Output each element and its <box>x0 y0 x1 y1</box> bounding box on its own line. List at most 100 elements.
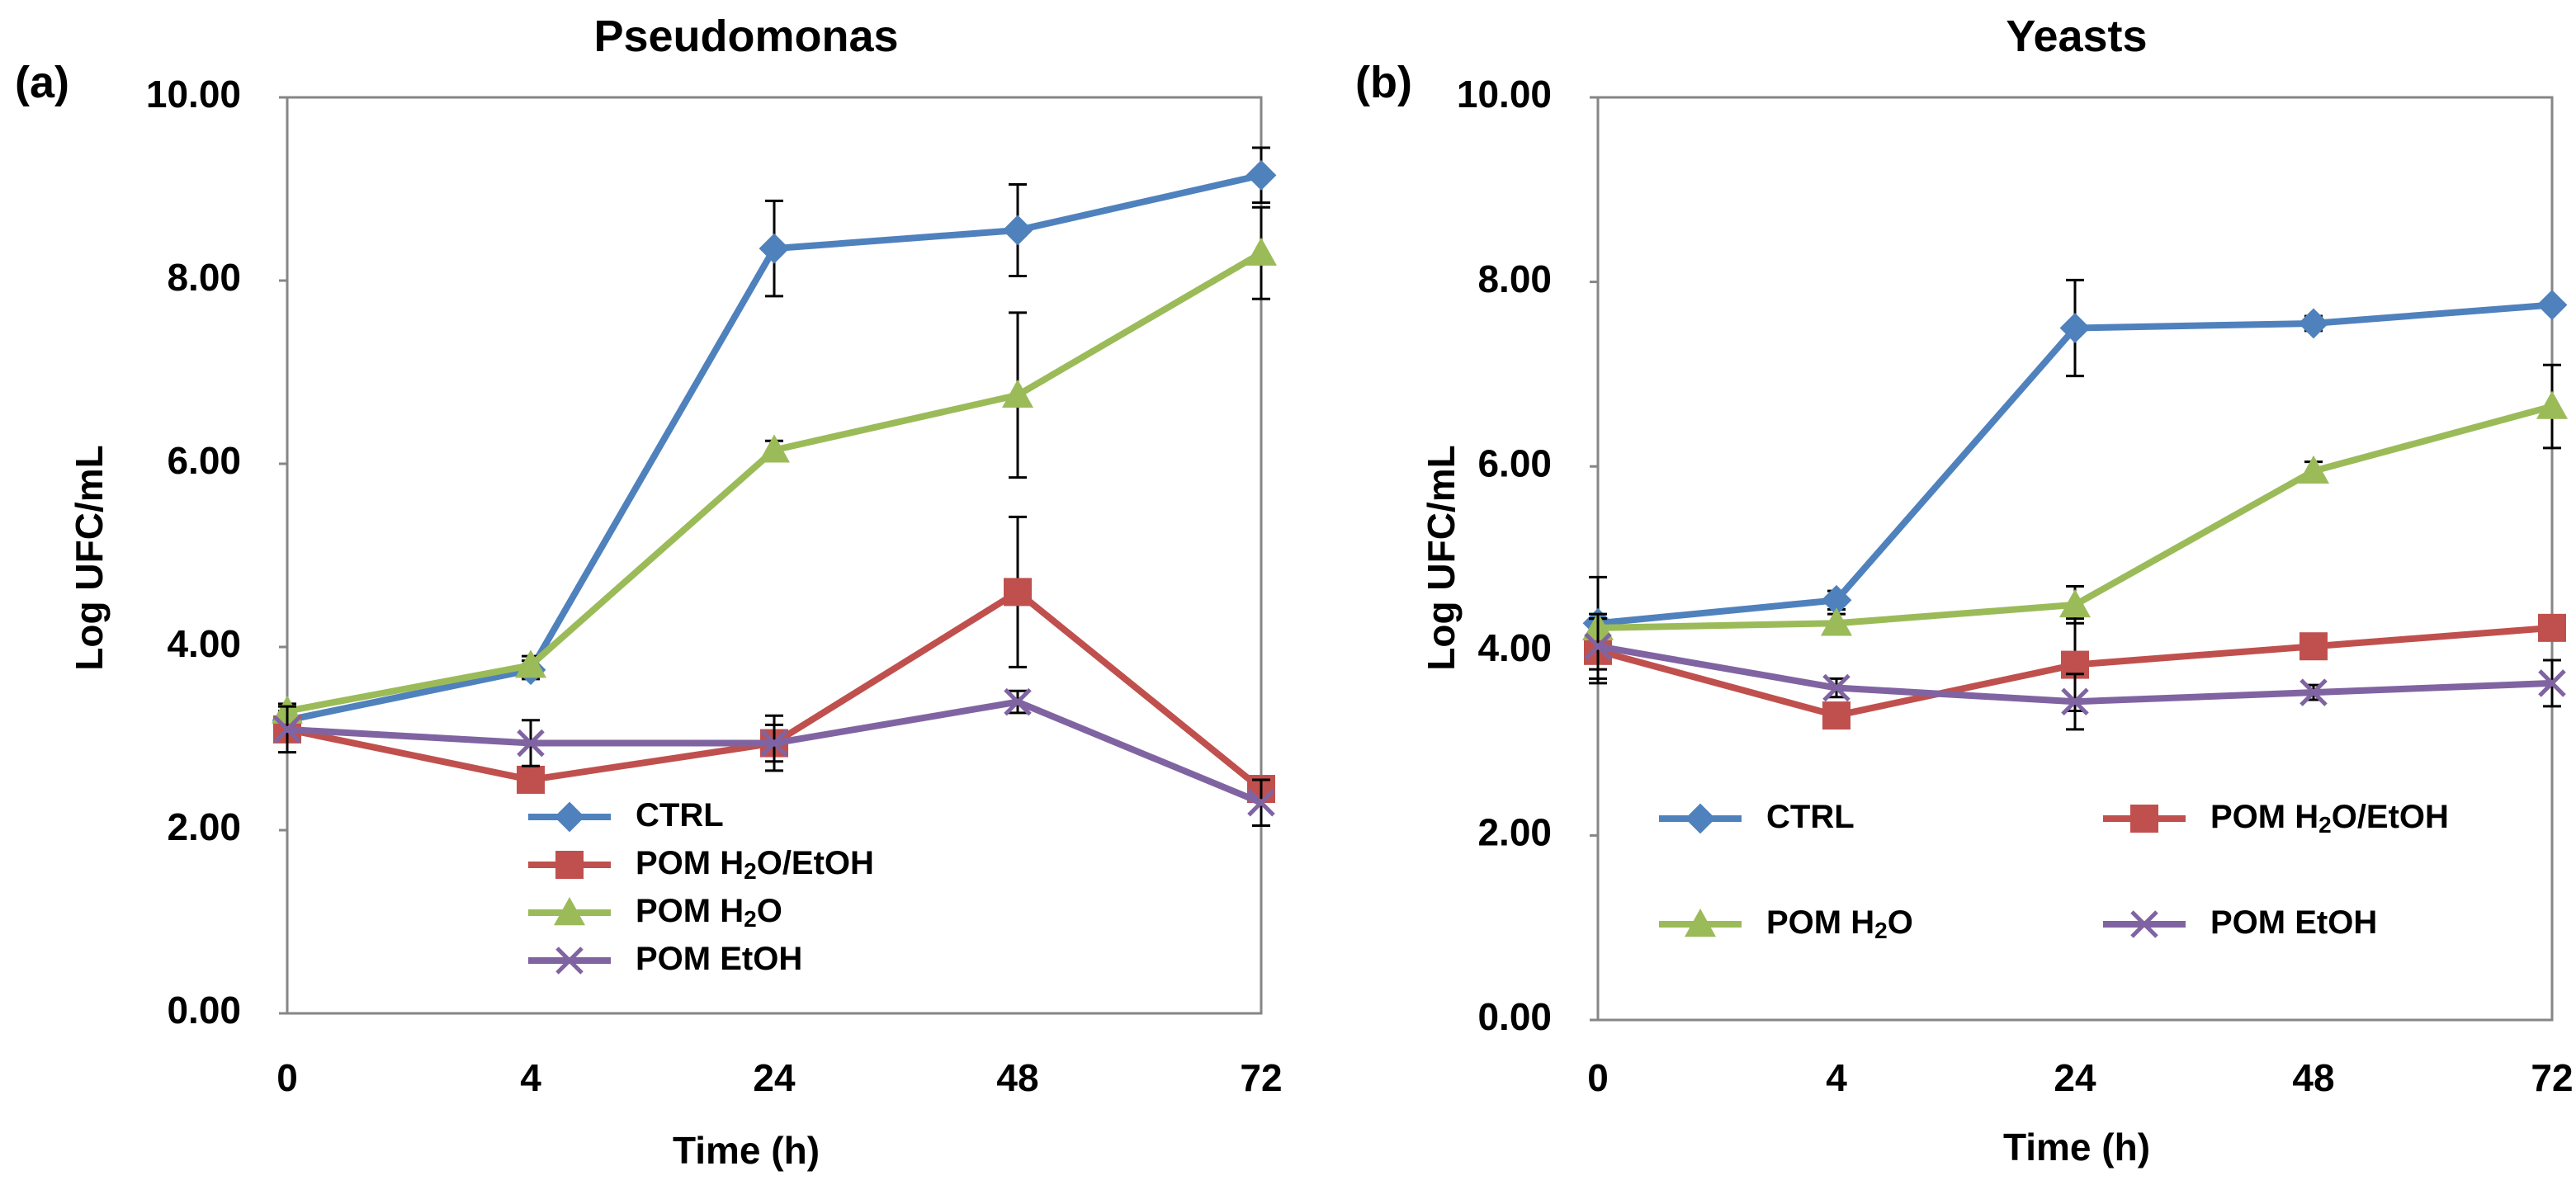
panel-a-x-tick-label: 72 <box>1240 1056 1282 1099</box>
panel-a-data-point-pom-etoh <box>1247 788 1275 817</box>
panel-b-y-axis-title: Log UFC/mL <box>1420 445 1463 670</box>
panel-a-plot-area: 0.00 2.00 4.00 6.00 8.00 10.00 0 4 24 48 72 CTRL POM… <box>146 73 1283 1099</box>
panel-b-y-tick-label: 0.00 <box>1477 995 1552 1038</box>
panel-a-legend-marker-pom-etoh-stroke-2 <box>555 947 584 975</box>
panel-b-legend-marker-ctrl <box>1685 803 1716 834</box>
panel-b-data-point-pom-etoh-stroke-2 <box>1822 673 1850 702</box>
panel-a-x-tick-label: 48 <box>996 1056 1038 1099</box>
panel-a-legend: CTRL POM H2O/EtOH POM H2O POM EtOH <box>528 797 874 977</box>
panel-b-data-point-pom-etoh-stroke-2 <box>2299 678 2328 706</box>
panel-b-label: (b) <box>1355 58 1412 107</box>
panel-a-x-tick-label: 4 <box>520 1056 541 1099</box>
panel-a-plot-frame <box>286 96 1263 1015</box>
panel-a-data-point-pom-etoh-stroke-2 <box>273 715 301 744</box>
panel-a-data-point-pom-etoh-stroke-2 <box>1247 788 1275 817</box>
panel-b-legend-marker-pom-h2o-etoh <box>2130 805 2158 833</box>
panel-b-legend: CTRL POM H2O/EtOH POM H2O POM EtOH <box>1659 799 2449 944</box>
panel-b-data-point-pom-etoh-stroke-2 <box>2061 687 2089 716</box>
panel-b-y-tick-label: 6.00 <box>1477 441 1552 484</box>
panel-b-data-point-pom-etoh-stroke-2 <box>1584 632 1612 660</box>
panel-a-data-point-pom-h2o <box>1245 237 1277 266</box>
panel-a-data-point-ctrl <box>1245 159 1277 191</box>
panel-a-y-tick-label: 4.00 <box>167 622 241 665</box>
panel-a-data-point-pom-etoh-stroke-2 <box>760 729 788 758</box>
panel-b-data-point-ctrl <box>2536 290 2568 320</box>
panel-b-y-tick-label: 10.00 <box>1457 73 1552 116</box>
panel-b-x-tick-label: 0 <box>1587 1056 1609 1099</box>
panel-b-plot-frame <box>1596 96 2554 1022</box>
panel-a-legend-marker-pom-h2o-etoh <box>555 851 584 879</box>
panel-b-x-axis-title: Time (h) <box>2003 1126 2150 1168</box>
panel-b-legend-label-pom-h2o-etoh: POM H2O/EtOH <box>2210 799 2449 838</box>
panel-a-data-point-pom-h2o <box>759 434 790 463</box>
panel-a-legend-label-pom-etoh: POM EtOH <box>636 941 802 977</box>
panel-a-data-point-pom-etoh <box>1004 687 1032 716</box>
panel-a-y-axis-title: Log UFC/mL <box>68 445 111 670</box>
panel-b-data-point-pom-h2o <box>2536 390 2568 419</box>
panel-b-data-point-pom-etoh <box>2061 687 2089 716</box>
panel-a-y-tick-label: 2.00 <box>167 805 241 848</box>
panel-b-title: Yeasts <box>2006 12 2147 61</box>
panel-a-data-point-pom-h2o-etoh <box>517 765 545 794</box>
panel-a-data-point-pom-etoh-stroke-2 <box>1004 687 1032 716</box>
panel-a-legend-marker-pom-h2o <box>554 897 585 926</box>
panel-a-legend-marker-ctrl <box>554 801 585 833</box>
panel-a-x-tick-label: 24 <box>753 1056 796 1099</box>
panel-b-legend-label-pom-etoh: POM EtOH <box>2210 904 2377 941</box>
panel-a-data-point-pom-etoh <box>273 715 301 744</box>
panel-a-data-point-ctrl <box>759 233 790 264</box>
panel-b-data-point-pom-h2o <box>1821 607 1852 636</box>
panel-a-y-tick-label: 10.00 <box>146 73 241 116</box>
panel-a-y-tick-label: 8.00 <box>167 256 241 299</box>
panel-b-data-point-pom-h2o-etoh <box>1822 701 1850 730</box>
panel-b-data-point-ctrl <box>2298 308 2329 339</box>
panel-b-x-tick-label: 48 <box>2292 1056 2334 1099</box>
panel-b-legend-marker-pom-etoh-stroke-2 <box>2130 910 2158 938</box>
panel-b-y-tick-label: 4.00 <box>1477 626 1552 669</box>
panel-a-data-point-pom-h2o <box>1002 379 1033 408</box>
panel-a-series-pom-etoh <box>273 687 1275 827</box>
panel-a-legend-label-pom-h2o-etoh: POM H2O/EtOH <box>636 845 874 885</box>
panel-a-y-tick-label: 0.00 <box>167 989 241 1032</box>
panel-a-data-point-pom-etoh <box>760 729 788 758</box>
panel-b-legend-marker-pom-h2o <box>1685 909 1716 937</box>
panel-a-legend-label-ctrl: CTRL <box>636 797 724 833</box>
panel-a-title: Pseudomonas <box>593 12 898 61</box>
panel-b-legend-marker-pom-etoh <box>2130 910 2158 938</box>
panel-b-data-point-pom-etoh <box>2538 669 2566 697</box>
panel-b-data-point-pom-etoh <box>1822 673 1850 702</box>
panel-a-legend-label-pom-h2o: POM H2O <box>636 893 782 932</box>
panel-b-data-point-pom-etoh <box>1584 632 1612 660</box>
panel-b-y-tick-label: 2.00 <box>1477 811 1552 854</box>
panel-b-x-tick-label: 4 <box>1826 1056 1847 1099</box>
panel-b-data-point-pom-h2o <box>2059 588 2091 618</box>
panel-b-yeasts: (b) Yeasts Time (h) Log UFC/mL 0.00 2.00 4… <box>1355 12 2574 1168</box>
panel-a-x-axis-title: Time (h) <box>673 1129 820 1172</box>
panel-b-data-point-pom-h2o-etoh <box>2299 632 2328 661</box>
panel-a-pseudomonas: (a) Pseudomonas Time (h) Log UFC/mL 0.00… <box>15 12 1283 1172</box>
panel-a-data-point-ctrl <box>1002 215 1033 246</box>
panel-a-x-tick-label: 0 <box>277 1056 298 1099</box>
panel-b-series-pom-etoh <box>1584 612 2566 731</box>
panel-a-data-point-pom-h2o-etoh <box>1004 578 1032 607</box>
panel-b-data-point-ctrl <box>2059 313 2091 343</box>
panel-a-data-point-pom-h2o <box>515 649 546 678</box>
panel-b-data-point-pom-h2o-etoh <box>2538 613 2566 642</box>
panel-b-data-point-pom-etoh <box>2299 678 2328 706</box>
panel-a-data-point-pom-etoh-stroke-2 <box>517 729 545 758</box>
panel-a-data-point-pom-etoh <box>517 729 545 758</box>
panel-b-legend-label-pom-h2o: POM H2O <box>1766 904 1913 944</box>
panel-b-x-tick-label: 72 <box>2531 1056 2573 1099</box>
panel-a-series-line-pom-h2o <box>286 250 1264 715</box>
panel-a-legend-marker-pom-etoh <box>555 947 584 975</box>
panel-b-x-tick-label: 24 <box>2054 1056 2096 1099</box>
panel-a-label: (a) <box>15 58 69 107</box>
panel-b-legend-label-ctrl: CTRL <box>1766 799 1855 835</box>
panel-b-plot-area: 0.00 2.00 4.00 6.00 8.00 10.00 0 4 24 48 72 CTRL POM… <box>1457 73 2574 1099</box>
panel-b-series-pom-h2o <box>1582 363 2568 641</box>
panel-b-data-point-pom-etoh-stroke-2 <box>2538 669 2566 697</box>
panel-b-data-point-pom-h2o <box>2298 455 2329 484</box>
panel-a-y-tick-label: 6.00 <box>167 439 241 482</box>
panel-b-y-tick-label: 8.00 <box>1477 257 1552 300</box>
